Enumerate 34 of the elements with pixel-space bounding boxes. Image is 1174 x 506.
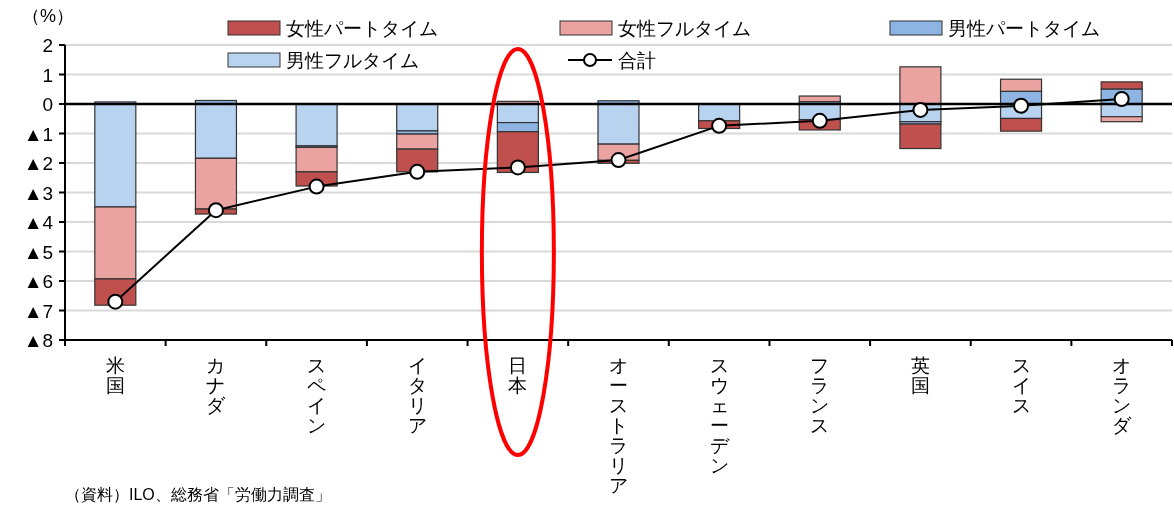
- x-tick-label: イタリア: [407, 355, 427, 436]
- legend-item: 男性フルタイム: [227, 50, 419, 71]
- y-tick-label: ▲6: [23, 271, 53, 292]
- legend-label: 男性パートタイム: [948, 18, 1100, 39]
- x-tick-label: オーストラリア: [609, 355, 628, 496]
- x-tick-label: 米国: [105, 355, 125, 396]
- x-tick-label: フランス: [810, 355, 830, 436]
- y-tick-label: ▲2: [23, 153, 53, 174]
- y-tick-label: ▲3: [23, 182, 53, 204]
- y-tick-label: ▲8: [23, 330, 53, 351]
- y-tick-label: ▲1: [23, 123, 53, 145]
- y-tick-label: ▲4: [23, 212, 54, 233]
- x-tick-label: スイス: [1011, 355, 1031, 416]
- legend-item: 合計: [567, 50, 656, 71]
- x-tick-label: スペイン: [307, 355, 327, 436]
- y-axis-title: （%）: [21, 6, 75, 26]
- legend-item: 男性パートタイム: [889, 18, 1100, 39]
- text: （資料）ILO、総務省「労働力調査」: [65, 486, 331, 503]
- legend-item: 女性フルタイム: [559, 18, 751, 39]
- x-tick-label: スウェーデン: [709, 355, 730, 476]
- legend-label: 女性フルタイム: [618, 18, 751, 39]
- x-tick-label: オランダ: [1112, 355, 1133, 436]
- x-tick-label: 日本: [508, 355, 528, 396]
- y-tick-label: ▲5: [23, 241, 53, 263]
- legend-label: 女性パートタイム: [286, 18, 438, 39]
- y-tick-label: 2: [42, 35, 53, 56]
- y-tick-label: 0: [42, 94, 53, 115]
- legend-label: 合計: [618, 50, 656, 71]
- y-tick-label: ▲7: [23, 300, 53, 322]
- x-tick-label: 英国: [910, 355, 930, 396]
- y-tick-label: 1: [42, 64, 53, 86]
- legend-label: 男性フルタイム: [286, 50, 419, 71]
- x-tick-label: カナダ: [206, 355, 227, 416]
- legend-item: 女性パートタイム: [227, 18, 438, 39]
